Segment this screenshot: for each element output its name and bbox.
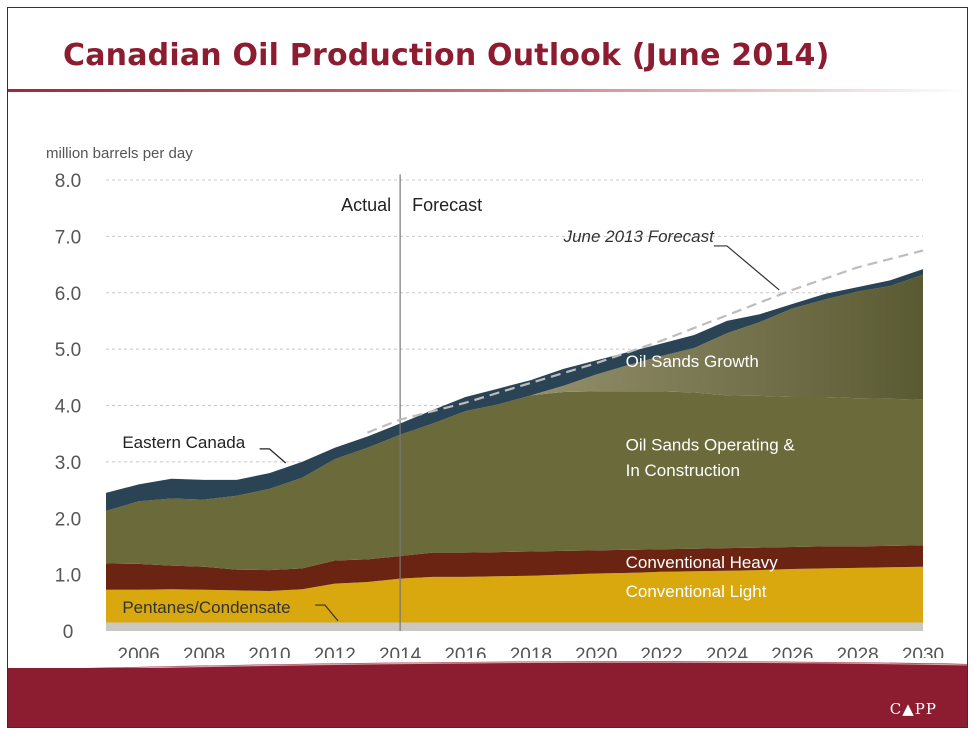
forecast-lines [366, 174, 924, 631]
x-tick-label: 2020 [575, 645, 617, 658]
conventional-heavy-area [106, 545, 923, 591]
y-tick-label: 2.0 [55, 509, 81, 530]
pentanes-condensate-area [106, 622, 923, 631]
y-axis-title: million barrels per day [46, 145, 193, 162]
x-tick-label: 2016 [444, 645, 486, 658]
slide-title: Canadian Oil Production Outlook (June 20… [63, 38, 830, 73]
forecast-label: Forecast [412, 195, 482, 215]
conventional-heavy-label: Conventional Heavy [626, 553, 779, 572]
series-labels: Actual Forecast June 2013 Forecast Pentanes… [122, 195, 796, 622]
y-tick-label: 3.0 [55, 453, 81, 474]
x-tick-label: 2026 [771, 645, 813, 658]
oil-sands-operating-label-2: In Construction [626, 461, 740, 480]
production-chart: 0 1.0 2.0 3.0 4.0 5.0 6.0 7.0 8.0 million barrels… [46, 145, 944, 658]
pentanes-condensate-leader [315, 604, 339, 622]
x-tick-label: 2018 [510, 645, 552, 658]
actual-label: Actual [341, 195, 391, 215]
june-2013-forecast-line [366, 249, 924, 434]
oil-sands-operating-area [106, 391, 923, 571]
x-tick-label: 2006 [118, 645, 160, 658]
x-tick-label: 2014 [379, 645, 422, 658]
y-tick-label: 1.0 [55, 566, 81, 587]
y-tick-label: 7.0 [55, 227, 81, 248]
oil-sands-growth-label: Oil Sands Growth [626, 352, 759, 371]
x-tick-label: 2010 [248, 645, 290, 658]
capp-logo: C▲PP [889, 700, 937, 718]
y-tick-label: 4.0 [55, 397, 81, 418]
june-2013-forecast-leader [713, 245, 780, 291]
eastern-canada-area [106, 269, 923, 511]
y-tick-label: 5.0 [55, 340, 81, 361]
footer-band [8, 668, 967, 727]
conventional-light-area [106, 566, 923, 623]
x-tick-label: 2022 [640, 645, 682, 658]
x-tick-label: 2012 [314, 645, 356, 658]
eastern-canada-leader [259, 448, 287, 464]
axes: 0 1.0 2.0 3.0 4.0 5.0 6.0 7.0 8.0 million barrels… [46, 145, 944, 658]
area-layers [106, 269, 923, 631]
slide-frame: Canadian Oil Production Outlook (June 20… [7, 7, 968, 728]
x-tick-label: 2024 [706, 645, 749, 658]
y-tick-label: 8.0 [55, 171, 81, 192]
y-tick-label: 0 [63, 622, 74, 643]
x-tick-label: 2028 [836, 645, 878, 658]
conventional-light-label: Conventional Light [626, 582, 767, 601]
x-tick-label: 2030 [902, 645, 944, 658]
pentanes-condensate-label: Pentanes/Condensate [122, 598, 290, 617]
june-2013-forecast-label: June 2013 Forecast [563, 227, 716, 246]
y-tick-label: 6.0 [55, 284, 81, 305]
oil-sands-operating-label-1: Oil Sands Operating & [626, 436, 796, 455]
title-divider [8, 89, 967, 92]
x-tick-label: 2008 [183, 645, 225, 658]
eastern-canada-label: Eastern Canada [122, 433, 245, 452]
oil-sands-growth-area [106, 274, 923, 511]
